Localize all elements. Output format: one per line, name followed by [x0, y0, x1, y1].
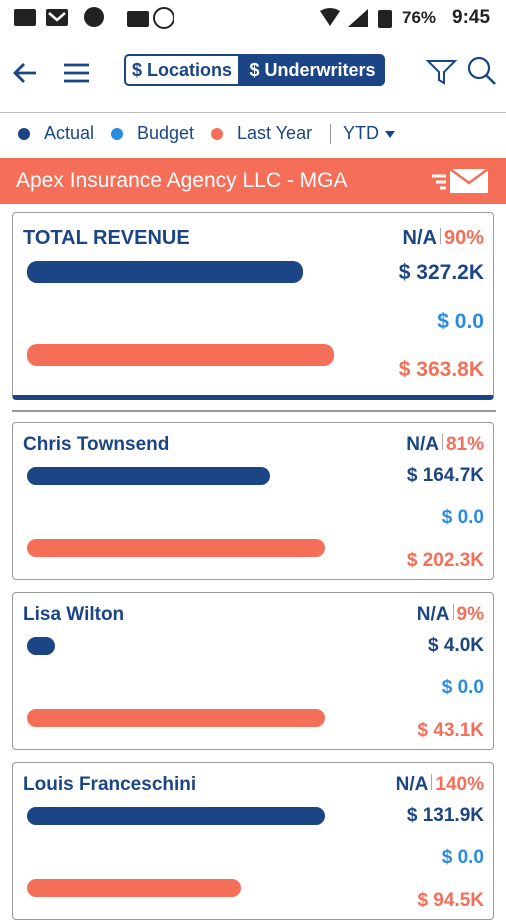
value-label: $ 0.0 [441, 847, 484, 868]
value-label: $ 94.5K [417, 890, 484, 911]
value-label: $ 4.0K [428, 635, 484, 656]
revenue-card[interactable]: Lisa Wilton N/A 9% $ 4.0K $ 0.0 $ 43.1K [12, 592, 494, 750]
ratio-divider [431, 774, 433, 790]
legend-label: Last Year [237, 123, 313, 143]
legend-dot [111, 128, 123, 140]
toolbar-icons[interactable] [425, 56, 497, 86]
battery: 76% [402, 8, 437, 27]
bar [27, 637, 55, 655]
revenue-card[interactable]: TOTAL REVENUE N/A 90% $ 327.2K $ 0.0 $ 363.8K [12, 212, 494, 400]
legend: Actual Budget Last Year YTD [0, 120, 506, 150]
bar [27, 467, 270, 485]
value-label: $ 0.0 [441, 677, 484, 698]
bar [27, 807, 325, 825]
value-label: $ 43.1K [417, 720, 484, 741]
notification-icons [14, 7, 174, 29]
card-title: Louis Franceschini [23, 774, 197, 795]
value-label: $ 131.9K [406, 805, 484, 826]
last-year-ratio: 9% [456, 604, 484, 625]
mail-icon[interactable] [430, 166, 492, 196]
value-label: $ 164.7K [406, 465, 484, 486]
status-bar: 76% 9:45 [0, 0, 506, 34]
budget-ratio: N/A [406, 434, 439, 455]
tab-underwriters[interactable]: $ Underwriters [240, 54, 385, 86]
bar [27, 344, 334, 366]
dropdown-arrow [385, 131, 395, 138]
ratio: N/A 9% [417, 604, 484, 626]
budget-ratio: N/A [402, 227, 437, 249]
card-title: Lisa Wilton [23, 604, 125, 625]
value-label: $ 363.8K [398, 358, 484, 381]
ratio-divider [441, 434, 443, 450]
legend-dot [18, 128, 30, 140]
ratio: N/A 140% [396, 774, 484, 796]
last-year-ratio: 81% [445, 434, 484, 455]
divider [330, 124, 331, 144]
card-title: Chris Townsend [23, 434, 170, 455]
legend-label: Budget [137, 123, 195, 143]
clock: 9:45 [452, 7, 491, 28]
ratio: N/A 81% [406, 434, 484, 456]
value-label: $ 327.2K [398, 261, 484, 284]
bar [27, 879, 241, 897]
tab-locations[interactable]: $ Locations [124, 54, 240, 86]
ratio: N/A 90% [403, 227, 484, 250]
app-header: $ Locations $ Underwriters [0, 34, 506, 113]
last-year-ratio: 90% [443, 227, 484, 249]
system-icons [320, 8, 392, 28]
budget-ratio: N/A [416, 604, 450, 625]
budget-ratio: N/A [395, 774, 429, 795]
agency-banner: Apex Insurance Agency LLC - MGA [0, 158, 506, 204]
period-select[interactable]: YTD [343, 123, 379, 143]
bar [27, 261, 304, 283]
legend-label: Actual [44, 123, 95, 143]
bar [27, 709, 325, 727]
ratio-divider [452, 604, 454, 620]
bar [27, 539, 325, 557]
legend-dot [211, 128, 223, 140]
revenue-card[interactable]: Louis Franceschini N/A 140% $ 131.9K $ 0.0 $ … [12, 762, 494, 920]
ratio-divider [439, 228, 441, 244]
last-year-ratio: 140% [435, 774, 484, 795]
value-label: $ 0.0 [441, 507, 484, 528]
separator [12, 410, 496, 412]
agency-name: Apex Insurance Agency LLC - MGA [16, 169, 348, 192]
nav-icons [13, 63, 89, 83]
card-title: TOTAL REVENUE [23, 227, 190, 249]
value-label: $ 0.0 [437, 310, 484, 333]
value-label: $ 202.3K [406, 550, 484, 571]
revenue-card[interactable]: Chris Townsend N/A 81% $ 164.7K $ 0.0 $ 202.3… [12, 422, 494, 580]
